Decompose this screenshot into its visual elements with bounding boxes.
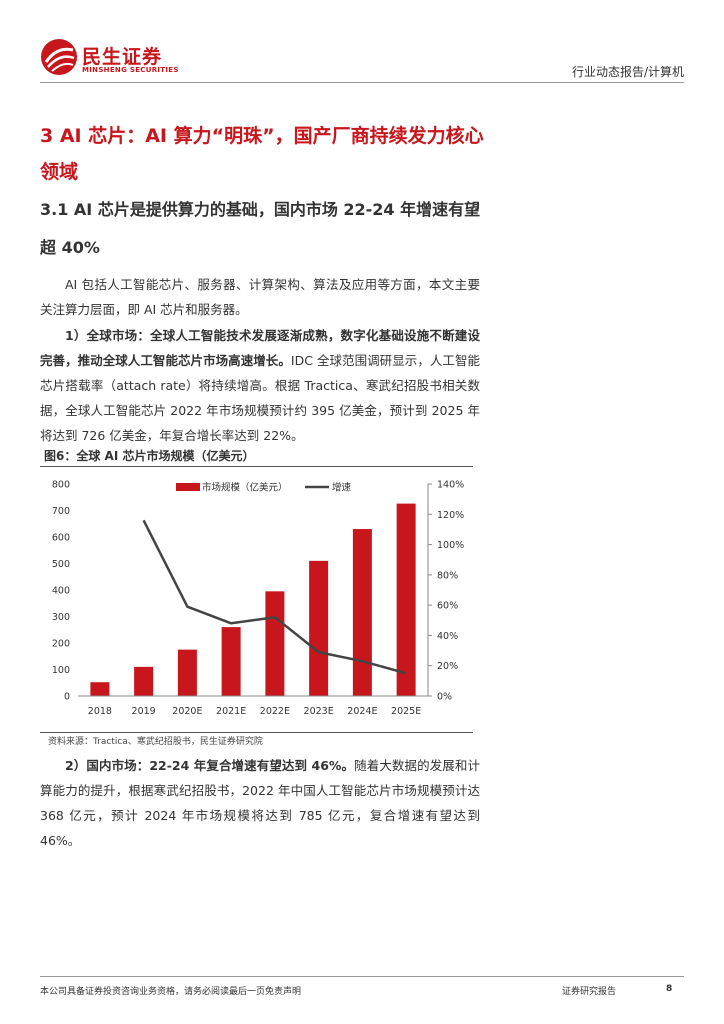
paragraph-intro: AI 包括人工智能芯片、服务器、计算架构、算法及应用等方面，本文主要关注算力层面… [40,277,480,317]
figure-top-rule [40,466,473,467]
left-tick-label: 700 [52,506,70,517]
right-tick-label: 20% [437,661,458,672]
figure-title: 图6：全球 AI 芯片市场规模（亿美元） [44,449,255,463]
x-tick-label: 2021E [216,706,246,717]
paragraph-global-lead: 1）全球市场：全球人工智能技术发展逐渐成熟，数字化基础设施不断建设完善，推动全球… [40,328,480,368]
section-heading: 3 AI 芯片：AI 算力“明珠”，国产厂商持续发力核心领域 [40,125,484,183]
footer-disclaimer: 本公司具备证券投资咨询业务资格，请务必阅读最后一页免责声明 [40,987,302,997]
header-divider [40,82,684,83]
logo-en-text: MINSHENG SECURITIES [82,66,179,74]
legend-line-label: 增速 [332,482,352,494]
paragraph-domestic-lead: 2）国内市场：22-24 年复合增速有望达到 46%。 [65,758,355,773]
right-tick-label: 100% [437,540,464,551]
x-tick-label: 2018 [88,706,112,717]
left-tick-label: 600 [52,533,70,544]
bar-2022E [265,591,285,696]
bar-2024E [352,529,372,696]
right-tick-label: 40% [437,631,458,642]
right-tick-label: 60% [437,601,458,612]
right-tick-label: 120% [437,510,464,521]
paragraph-domestic-body: 随着大数据的发展和计算能力的提升，根据寒武纪招股书，2022 年中国人工智能芯片… [40,758,480,848]
figure-bottom-rule [40,732,473,733]
legend-bar-swatch [176,483,200,491]
right-tick-label: 140% [437,480,464,491]
growth-rate-line [142,519,407,675]
market-size-chart: 0 100 200 300 400 500 600 700 800 0% 20% 40% 60% 80%… [52,480,464,718]
bar-2020E [177,649,197,696]
left-tick-label: 400 [52,586,70,597]
bar-2018 [90,682,110,696]
paragraph-global-body: IDC 全球范围调研显示，人工智能芯片搭载率（attach rate）将持续增高… [40,353,480,443]
bar-2025E [396,503,416,696]
subsection-heading: 3.1 AI 芯片是提供算力的基础，国内市场 22-24 年增速有望超 40% [40,200,481,257]
left-tick-label: 200 [52,639,70,650]
bar-2021E [221,627,241,696]
report-category: 行业动态报告/计算机 [571,65,684,79]
left-tick-label: 100 [52,665,70,676]
left-tick-label: 300 [52,612,70,623]
bar-2019 [134,666,154,696]
legend-bar-label: 市场规模（亿美元） [202,482,288,494]
paragraph-global-market: 1）全球市场：全球人工智能技术发展逐渐成熟，数字化基础设施不断建设完善，推动全球… [40,323,480,448]
left-tick-label: 800 [52,480,70,491]
x-tick-label: 2025E [391,706,421,717]
x-tick-label: 2024E [347,706,377,717]
logo-mark-icon [41,39,77,75]
logo-cn-text: 民生证券 [82,46,163,68]
paragraph-domestic-market: 2）国内市场：22-24 年复合增速有望达到 46%。随着大数据的发展和计算能力… [40,753,480,853]
left-tick-label: 0 [64,692,70,703]
right-tick-label: 0% [437,692,452,703]
left-tick-label: 500 [52,559,70,570]
minsheng-logo: 民生证券 MINSHENG SECURITIES [40,38,240,82]
footer-divider [40,976,684,977]
x-tick-label: 2019 [132,706,156,717]
x-tick-label: 2020E [172,706,202,717]
page-number: 8 [666,984,673,994]
right-tick-label: 80% [437,570,458,581]
bar-2023E [309,560,329,696]
figure-source: 资料来源：Tractica、寒武纪招股书，民生证券研究院 [48,737,263,747]
page-header: 民生证券 MINSHENG SECURITIES 行业动态报告/计算机 [40,38,684,82]
x-tick-label: 2023E [304,706,334,717]
footer-report-type: 证券研究报告 [562,987,617,997]
x-tick-label: 2022E [260,706,290,717]
